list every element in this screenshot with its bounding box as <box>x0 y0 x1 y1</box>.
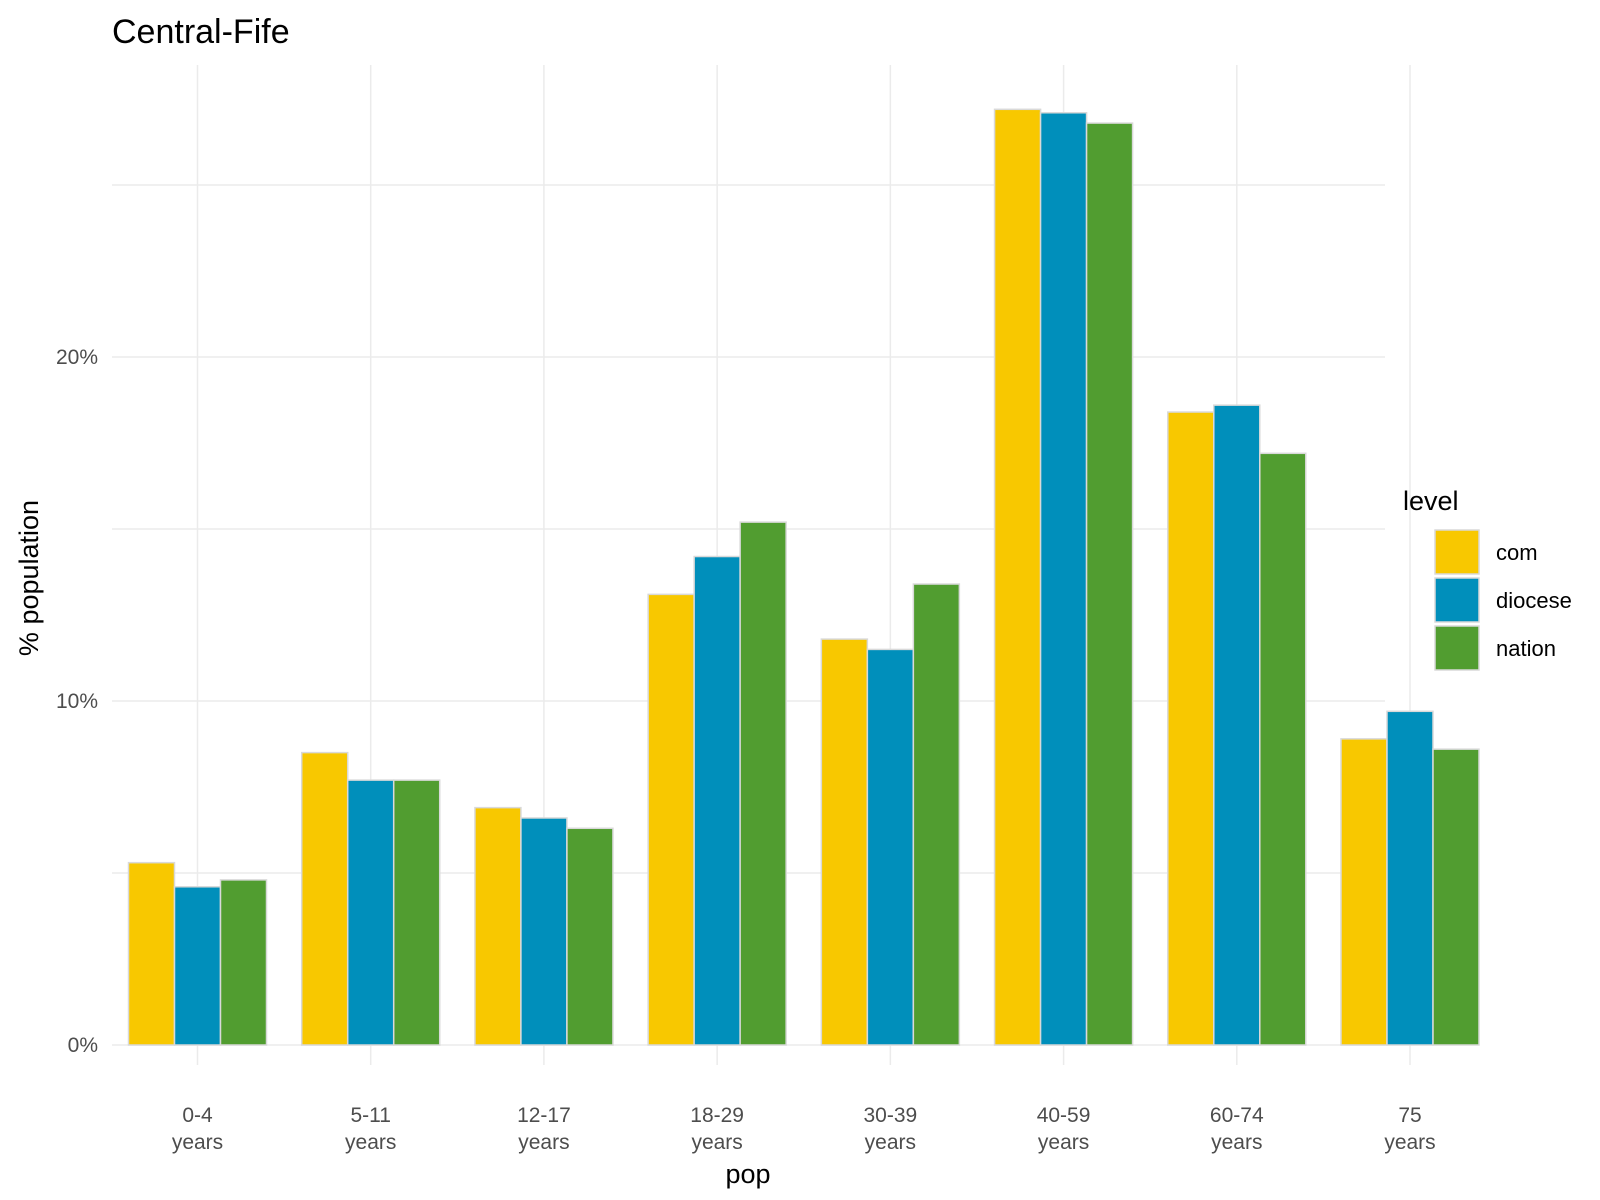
bar-diocese-1 <box>173 886 222 1046</box>
bars-layer <box>127 108 1480 1046</box>
bar-diocese-2 <box>346 779 395 1046</box>
bar-diocese-3 <box>520 817 568 1046</box>
bar-com-1 <box>127 861 176 1046</box>
x-tick-label: 60-74 years <box>1210 1104 1264 1154</box>
x-tick-label: 0-4 years <box>172 1104 223 1154</box>
chart-title: Central-Fife <box>112 13 290 51</box>
y-tick-labels: 0% 10% 20% <box>56 346 98 1057</box>
y-tick-label: 0% <box>68 1034 98 1057</box>
legend-key-com <box>1434 529 1480 575</box>
bar-nation-7 <box>1259 452 1307 1046</box>
x-tick-label: 40-59 years <box>1037 1104 1091 1154</box>
bar-nation-5 <box>912 583 961 1046</box>
bar-com-7 <box>1167 411 1215 1046</box>
x-tick-label: 18-29 years <box>690 1104 744 1154</box>
legend: level com diocese nation <box>1403 486 1572 671</box>
bar-diocese-6 <box>1039 112 1088 1046</box>
y-tick-label: 10% <box>56 690 98 713</box>
bar-nation-8 <box>1432 748 1480 1046</box>
bar-diocese-4 <box>693 555 741 1046</box>
legend-label-com: com <box>1496 540 1538 565</box>
bar-nation-3 <box>566 827 614 1046</box>
bar-nation-6 <box>1085 122 1134 1046</box>
bar-com-2 <box>300 751 349 1046</box>
bar-diocese-5 <box>866 648 915 1046</box>
x-tick-label: 75 years <box>1384 1104 1435 1154</box>
x-tick-labels: 0-4 years 5-11 years 12-17 years 18-29 years 30-… <box>172 1104 1436 1154</box>
bar-nation-2 <box>392 779 441 1046</box>
bar-nation-4 <box>739 521 787 1046</box>
x-tick-label: 12-17 years <box>517 1104 571 1154</box>
legend-title: level <box>1403 486 1459 516</box>
bar-com-3 <box>474 806 522 1046</box>
bar-nation-1 <box>219 879 268 1046</box>
legend-key-nation <box>1434 625 1480 671</box>
x-axis-title: pop <box>725 1159 770 1189</box>
legend-label-nation: nation <box>1496 636 1556 661</box>
bar-com-8 <box>1340 738 1388 1046</box>
legend-key-diocese <box>1434 577 1480 623</box>
bar-diocese-8 <box>1386 710 1434 1046</box>
y-tick-label: 20% <box>56 346 98 369</box>
x-tick-label: 30-39 years <box>863 1104 917 1154</box>
legend-label-diocese: diocese <box>1496 588 1572 613</box>
bar-com-6 <box>993 108 1042 1046</box>
bar-com-4 <box>647 593 695 1046</box>
x-tick-label: 5-11 years <box>345 1104 396 1154</box>
bar-diocese-7 <box>1213 404 1261 1046</box>
bar-com-5 <box>820 638 869 1046</box>
y-axis-title: % population <box>14 500 44 656</box>
